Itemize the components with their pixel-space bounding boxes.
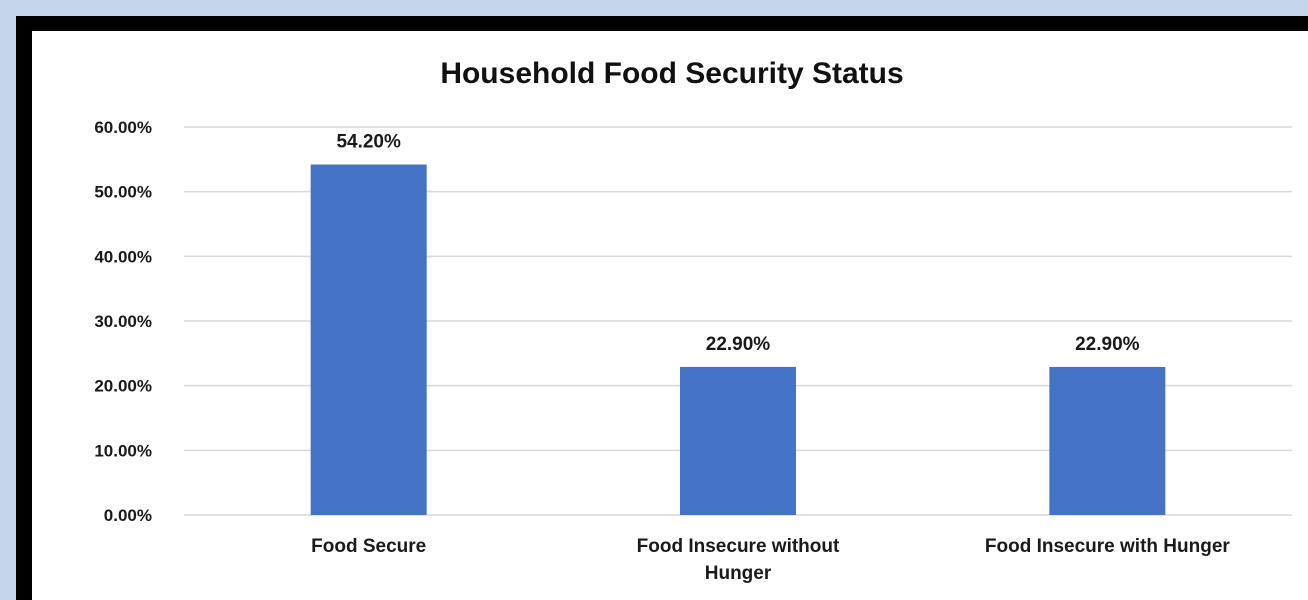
x-category-label: Food Insecure without: [637, 536, 840, 557]
y-tick-label: 0.00%: [104, 506, 152, 525]
y-tick-label: 40.00%: [94, 247, 152, 266]
chart-title: Household Food Security Status: [440, 57, 903, 90]
x-axis-categories: Food Secure Food Insecure without Hunger Fo…: [311, 536, 1230, 584]
y-tick-label: 60.00%: [94, 118, 152, 137]
bar: [680, 366, 796, 515]
y-axis-ticks: 0.00% 10.00% 20.00% 30.00% 40.00% 50.00% 60.00…: [94, 118, 152, 525]
bar: [1049, 366, 1166, 515]
bars: [310, 164, 1166, 516]
x-category-label: Hunger: [705, 563, 772, 584]
y-tick-label: 10.00%: [94, 441, 152, 460]
chart-card: Household Food Security Status 0.00% 10.0…: [32, 31, 1308, 600]
data-label: 22.90%: [1075, 334, 1140, 355]
x-category-label: Food Insecure with Hunger: [985, 536, 1231, 557]
data-label: 22.90%: [706, 334, 771, 355]
data-labels: 54.20% 22.90% 22.90%: [336, 132, 1139, 355]
data-label: 54.20%: [336, 132, 401, 153]
y-tick-label: 30.00%: [94, 312, 152, 331]
y-tick-label: 50.00%: [94, 183, 152, 202]
bar-chart: Household Food Security Status 0.00% 10.0…: [94, 57, 1292, 584]
bar: [310, 164, 427, 516]
x-category-label: Food Secure: [311, 536, 426, 557]
y-tick-label: 20.00%: [94, 377, 152, 396]
